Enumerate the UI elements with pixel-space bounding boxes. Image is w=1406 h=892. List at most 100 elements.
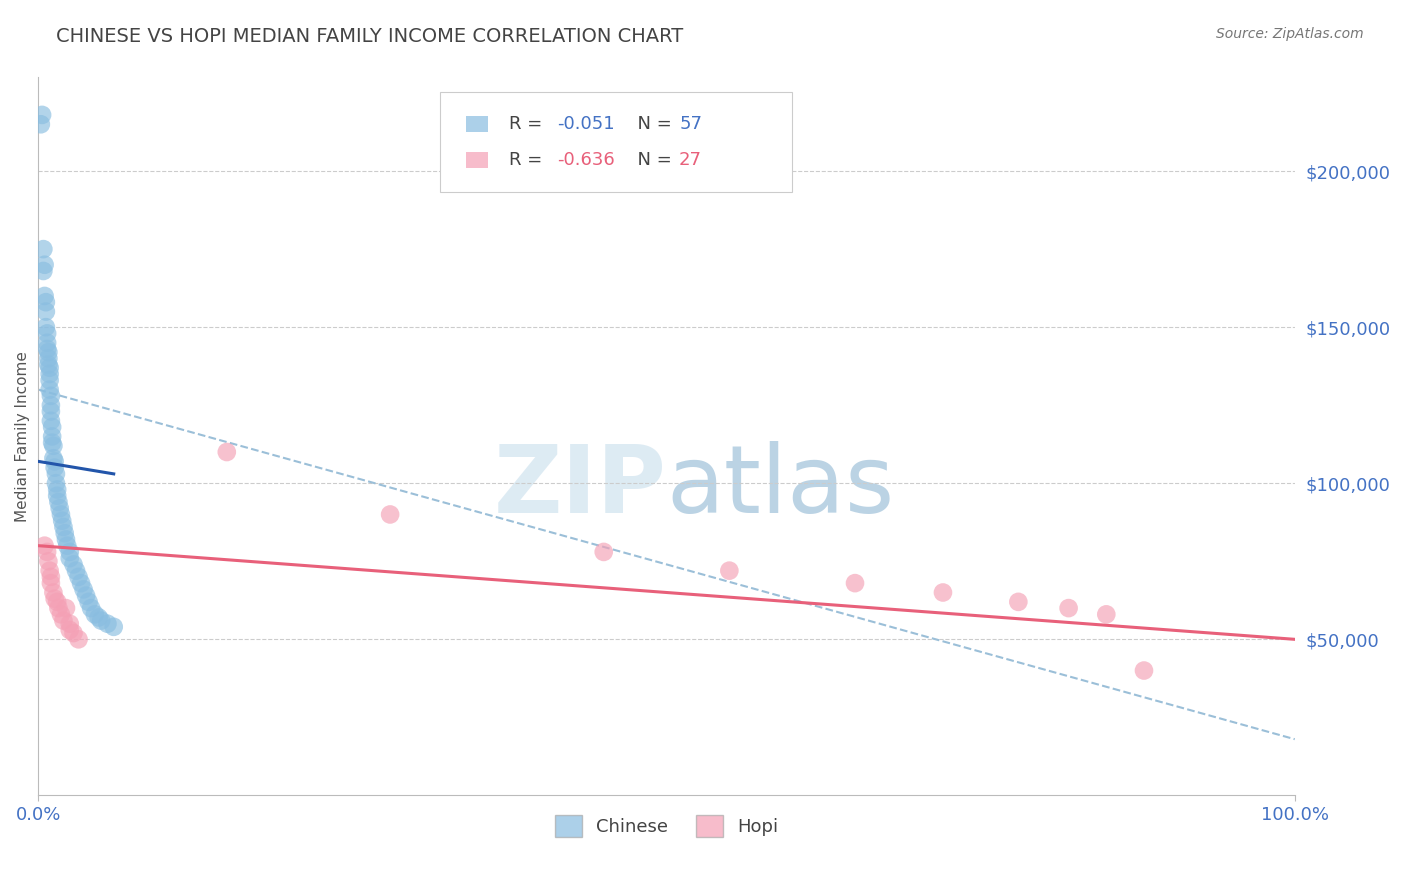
Point: [59, 616, 82, 631]
Point: [72, 582, 94, 597]
Point: [42, 585, 65, 599]
Point: [37, 335, 59, 350]
Point: [38, 360, 60, 375]
Text: -0.051: -0.051: [557, 115, 614, 133]
Point: [45, 467, 67, 481]
Point: [592, 545, 614, 559]
Point: [844, 576, 866, 591]
Text: 27: 27: [679, 151, 702, 169]
Point: [59, 551, 82, 566]
Text: -0.636: -0.636: [557, 151, 614, 169]
Point: [80, 601, 103, 615]
Point: [39, 414, 62, 428]
Point: [39, 404, 62, 418]
Point: [52, 614, 75, 628]
Point: [1133, 664, 1156, 678]
Point: [39, 398, 62, 412]
Point: [67, 632, 90, 647]
Point: [56, 539, 79, 553]
Point: [38, 373, 60, 387]
Point: [65, 564, 87, 578]
Point: [52, 520, 75, 534]
Point: [53, 526, 76, 541]
Point: [49, 508, 72, 522]
Point: [87, 610, 110, 624]
Point: [37, 326, 59, 341]
Y-axis label: Median Family Income: Median Family Income: [15, 351, 30, 522]
Point: [932, 585, 955, 599]
Text: Source: ZipAtlas.com: Source: ZipAtlas.com: [1216, 27, 1364, 41]
Point: [45, 476, 67, 491]
Point: [37, 351, 59, 366]
Point: [41, 429, 63, 443]
Point: [59, 545, 82, 559]
Point: [35, 304, 58, 318]
Point: [37, 554, 59, 568]
Point: [41, 435, 63, 450]
Point: [37, 345, 59, 359]
Point: [75, 589, 97, 603]
Point: [42, 451, 65, 466]
Point: [30, 117, 52, 131]
Point: [37, 342, 59, 356]
Point: [37, 545, 59, 559]
Point: [35, 295, 58, 310]
Legend: Chinese, Hopi: Chinese, Hopi: [548, 807, 786, 844]
Point: [42, 439, 65, 453]
Point: [1057, 601, 1080, 615]
Point: [48, 495, 70, 509]
Point: [38, 564, 60, 578]
Point: [39, 576, 62, 591]
Point: [44, 454, 66, 468]
Point: [62, 626, 84, 640]
Point: [34, 258, 56, 272]
Point: [44, 460, 66, 475]
Point: [44, 591, 66, 606]
Point: [39, 570, 62, 584]
Point: [37, 358, 59, 372]
Point: [41, 420, 63, 434]
Text: ZIP: ZIP: [494, 441, 666, 533]
Point: [39, 389, 62, 403]
Point: [48, 601, 70, 615]
Point: [378, 508, 401, 522]
Point: [34, 539, 56, 553]
Point: [1095, 607, 1118, 622]
Point: [77, 595, 100, 609]
Point: [103, 620, 125, 634]
Point: [38, 367, 60, 381]
Point: [70, 576, 93, 591]
Point: [96, 616, 118, 631]
Point: [51, 514, 73, 528]
FancyBboxPatch shape: [465, 116, 488, 132]
Point: [55, 533, 77, 547]
Point: [35, 320, 58, 334]
Point: [32, 242, 55, 256]
Text: 57: 57: [679, 115, 702, 133]
Point: [718, 564, 741, 578]
Point: [31, 108, 53, 122]
Point: [46, 489, 69, 503]
Point: [1007, 595, 1029, 609]
Point: [46, 595, 69, 609]
FancyBboxPatch shape: [440, 92, 792, 193]
FancyBboxPatch shape: [465, 153, 488, 168]
Text: N =: N =: [626, 151, 678, 169]
Point: [83, 607, 105, 622]
Point: [55, 601, 77, 615]
Point: [46, 483, 69, 497]
Point: [38, 383, 60, 397]
Point: [49, 607, 72, 622]
Point: [90, 614, 112, 628]
Text: atlas: atlas: [666, 441, 894, 533]
Text: CHINESE VS HOPI MEDIAN FAMILY INCOME CORRELATION CHART: CHINESE VS HOPI MEDIAN FAMILY INCOME COR…: [56, 27, 683, 45]
Point: [34, 289, 56, 303]
Point: [59, 623, 82, 637]
Text: R =: R =: [509, 115, 548, 133]
Point: [62, 558, 84, 572]
Text: R =: R =: [509, 151, 548, 169]
Point: [32, 264, 55, 278]
Point: [48, 501, 70, 516]
Point: [215, 445, 238, 459]
Text: N =: N =: [626, 115, 678, 133]
